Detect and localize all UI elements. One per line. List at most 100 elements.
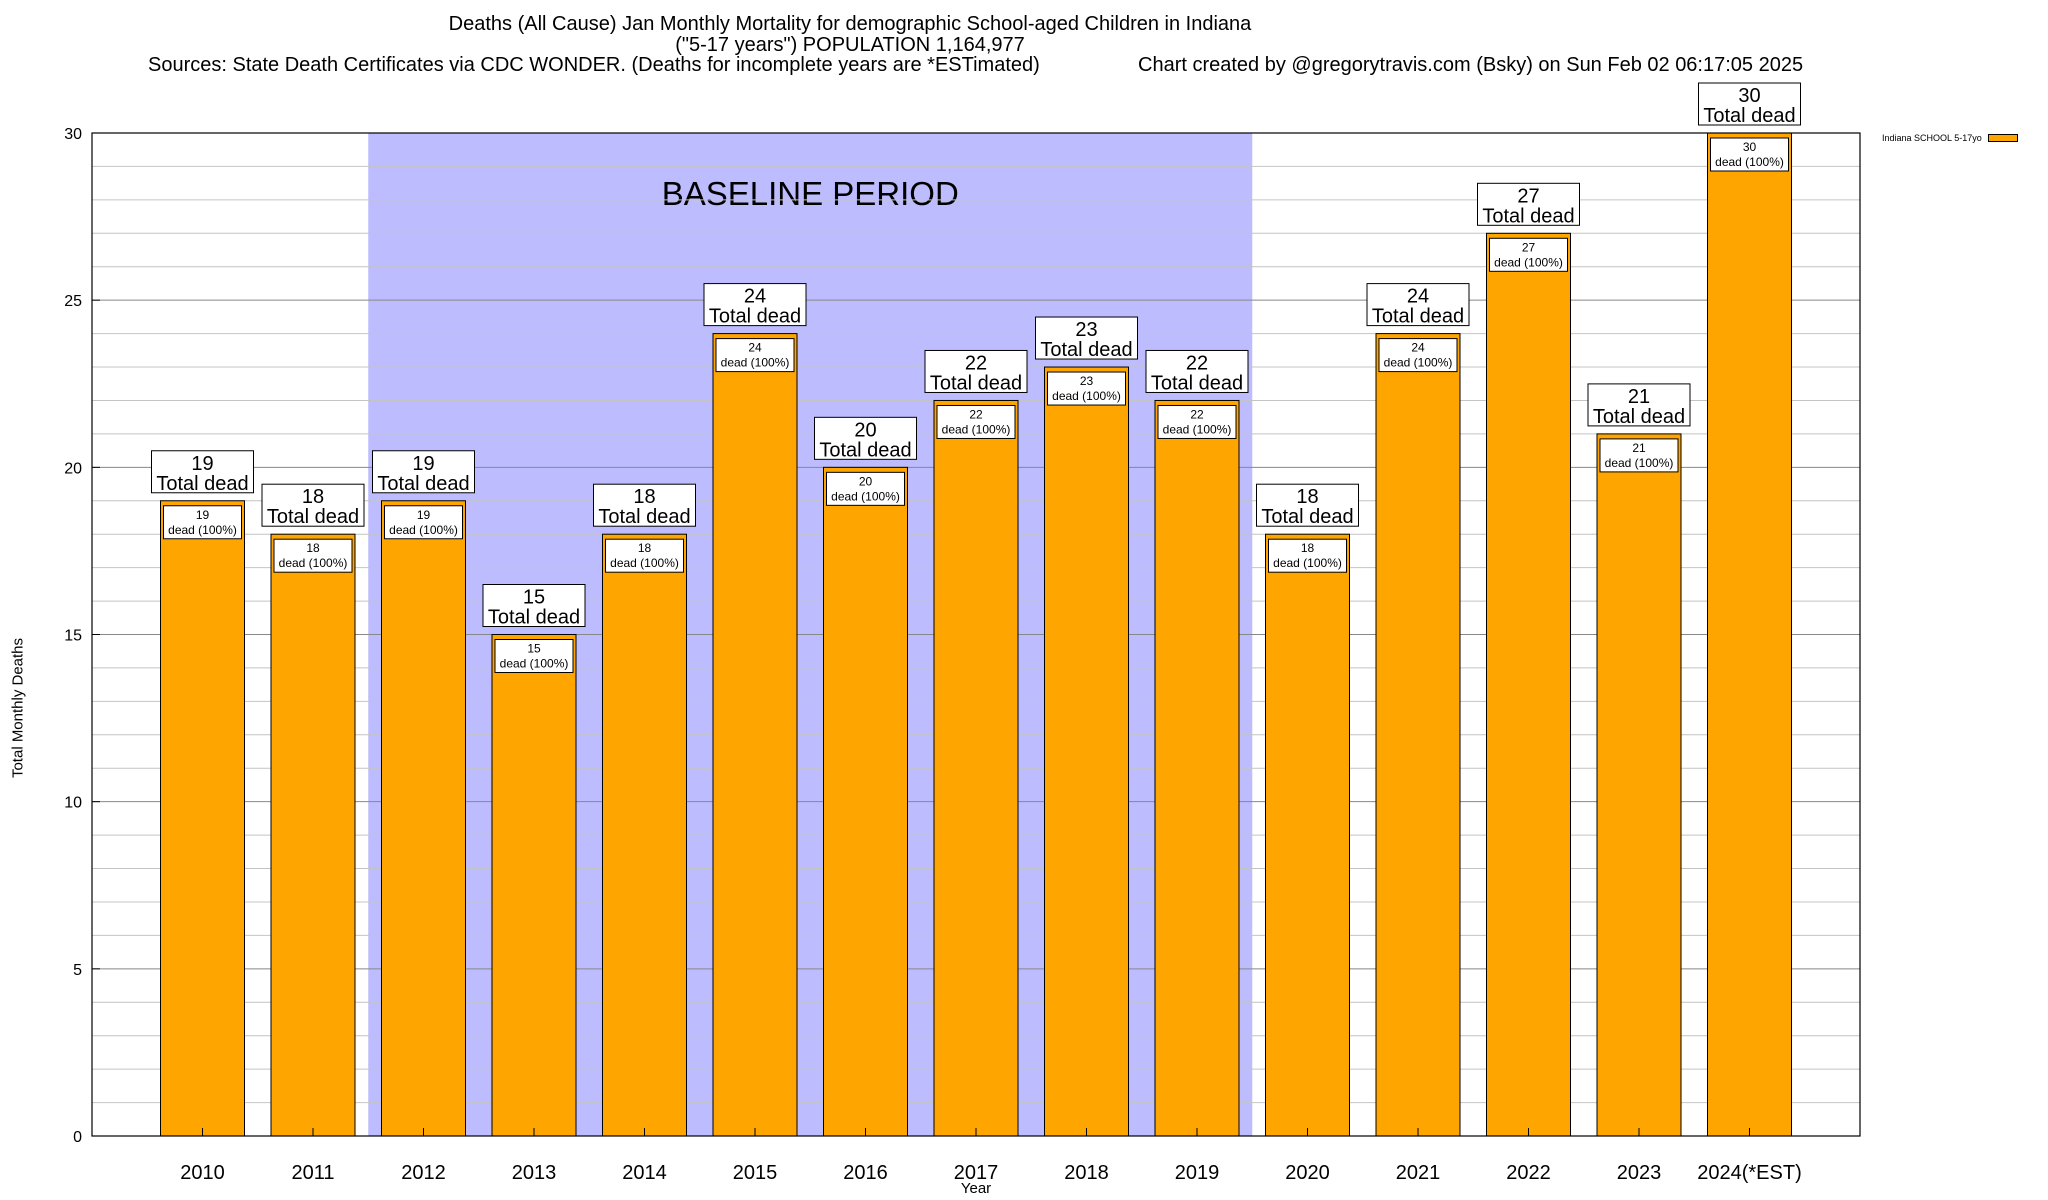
chart-sources: Sources: State Death Certificates via CD… [148, 54, 1040, 76]
x-tick-label: 2014 [622, 1162, 667, 1184]
bar-total-caption: Total dead [267, 506, 359, 528]
bar-inner-label-box [605, 538, 684, 573]
bar-inner-caption: dead (100%) [1052, 389, 1121, 403]
bar-inner-caption: dead (100%) [1273, 556, 1342, 570]
bar-inner-label-box [494, 639, 574, 673]
bar-total-value: 27 [1517, 185, 1539, 207]
bar-total-caption: Total dead [1040, 339, 1132, 361]
bar-inner-value: 15 [527, 642, 541, 656]
bar-total-label-box [1366, 283, 1470, 327]
x-axis-label: Year [960, 1180, 992, 1197]
legend-label: Indiana SCHOOL 5-17yo [1882, 133, 1982, 143]
bar-inner-value: 23 [1080, 374, 1094, 388]
bar-total-value: 19 [191, 453, 213, 475]
bar-inner-label-box [936, 404, 1016, 439]
bar-inner-caption: dead (100%) [942, 422, 1011, 436]
bar-total-value: 15 [523, 587, 545, 609]
bar [602, 533, 687, 1137]
x-tick-label: 2022 [1506, 1162, 1551, 1184]
baseline-label: BASELINE PERIOD [662, 175, 959, 212]
bar-total-value: 21 [1628, 386, 1650, 408]
bar [1154, 399, 1240, 1137]
bar-total-value: 24 [1407, 286, 1429, 308]
bar-total-caption: Total dead [1482, 205, 1574, 227]
bar-inner-label-box [384, 505, 463, 540]
bar [491, 634, 577, 1137]
bar [1596, 433, 1682, 1137]
bar-total-caption: Total dead [930, 372, 1022, 394]
bar-total-label-box [1587, 383, 1691, 427]
bar-inner-value: 27 [1522, 240, 1536, 254]
bar-total-label-box [261, 483, 365, 527]
y-tick-label: 25 [64, 293, 82, 310]
bar-inner-caption: dead (100%) [1494, 255, 1563, 269]
bar-inner-value: 24 [1411, 341, 1425, 355]
bar-total-value: 30 [1738, 85, 1760, 107]
bar-total-value: 20 [854, 419, 876, 441]
bar-total-label-box [1477, 182, 1580, 226]
bar-total-label-box [151, 450, 254, 494]
bar-inner-value: 18 [306, 541, 320, 555]
x-tick-label: 2012 [401, 1162, 446, 1184]
bar-total-caption: Total dead [1261, 506, 1353, 528]
legend-swatch [1987, 134, 2018, 142]
bar-inner-caption: dead (100%) [1605, 456, 1674, 470]
bar-inner-label-box [1378, 338, 1458, 373]
bar-inner-value: 19 [417, 508, 431, 522]
bar-total-caption: Total dead [1151, 372, 1243, 394]
bar-total-label-box [1256, 483, 1359, 527]
bar-total-caption: Total dead [488, 607, 580, 629]
bar-total-label-box [1035, 316, 1138, 360]
bar-total-label-box [814, 416, 917, 460]
bar [823, 466, 908, 1137]
bar-inner-value: 22 [969, 407, 983, 421]
y-axis-label: Total Monthly Deaths [9, 637, 27, 779]
bar-inner-caption: dead (100%) [1715, 155, 1784, 169]
bar-total-label-box [703, 283, 807, 327]
bar-inner-label-box [1157, 404, 1237, 439]
bar-total-label-box [924, 349, 1028, 393]
bar-inner-label-box [163, 505, 242, 540]
bar-inner-caption: dead (100%) [1384, 356, 1453, 370]
x-tick-label: 2023 [1617, 1162, 1662, 1184]
x-tick-label: 2017 [954, 1162, 999, 1184]
bar [1375, 333, 1461, 1137]
bar-inner-value: 24 [748, 341, 762, 355]
bar-total-value: 19 [412, 453, 434, 475]
bar-total-value: 18 [633, 486, 655, 508]
bar-inner-label-box [1268, 538, 1347, 573]
chart-credit: Chart created by @gregorytravis.com (Bsk… [1138, 54, 1804, 76]
bar [1707, 132, 1792, 1137]
bar-total-caption: Total dead [1372, 306, 1464, 328]
bar [933, 399, 1019, 1137]
chart-subtitle: ("5-17 years") POPULATION 1,164,977 [675, 34, 1025, 56]
x-tick-label: 2010 [180, 1162, 225, 1184]
bar-total-label-box [1145, 349, 1249, 393]
bar [1265, 533, 1350, 1137]
x-tick-label: 2024(*EST) [1697, 1162, 1802, 1184]
y-tick-label: 20 [64, 460, 82, 477]
bar-inner-caption: dead (100%) [500, 657, 569, 671]
y-tick-label: 10 [64, 795, 82, 812]
bar-total-label-box [482, 584, 586, 627]
bar-total-value: 18 [302, 486, 324, 508]
bar-inner-caption: dead (100%) [721, 356, 790, 370]
bar-total-value: 18 [1296, 486, 1318, 508]
bar-inner-label-box [1710, 137, 1789, 172]
bar-total-value: 23 [1075, 319, 1097, 341]
bar-total-value: 22 [965, 352, 987, 374]
bar-total-caption: Total dead [156, 473, 248, 495]
bar-total-value: 24 [744, 286, 766, 308]
x-tick-label: 2020 [1285, 1162, 1330, 1184]
bar-inner-caption: dead (100%) [389, 523, 458, 537]
x-tick-label: 2016 [843, 1162, 888, 1184]
x-tick-label: 2021 [1396, 1162, 1441, 1184]
bar-inner-value: 18 [638, 541, 652, 555]
bar-total-label-box [593, 483, 696, 527]
y-tick-label: 5 [73, 962, 82, 979]
bar-inner-label-box [715, 338, 795, 373]
bar-inner-value: 30 [1743, 140, 1757, 154]
bar-inner-caption: dead (100%) [279, 556, 348, 570]
x-tick-label: 2015 [733, 1162, 778, 1184]
bar-inner-label-box [1047, 371, 1126, 406]
